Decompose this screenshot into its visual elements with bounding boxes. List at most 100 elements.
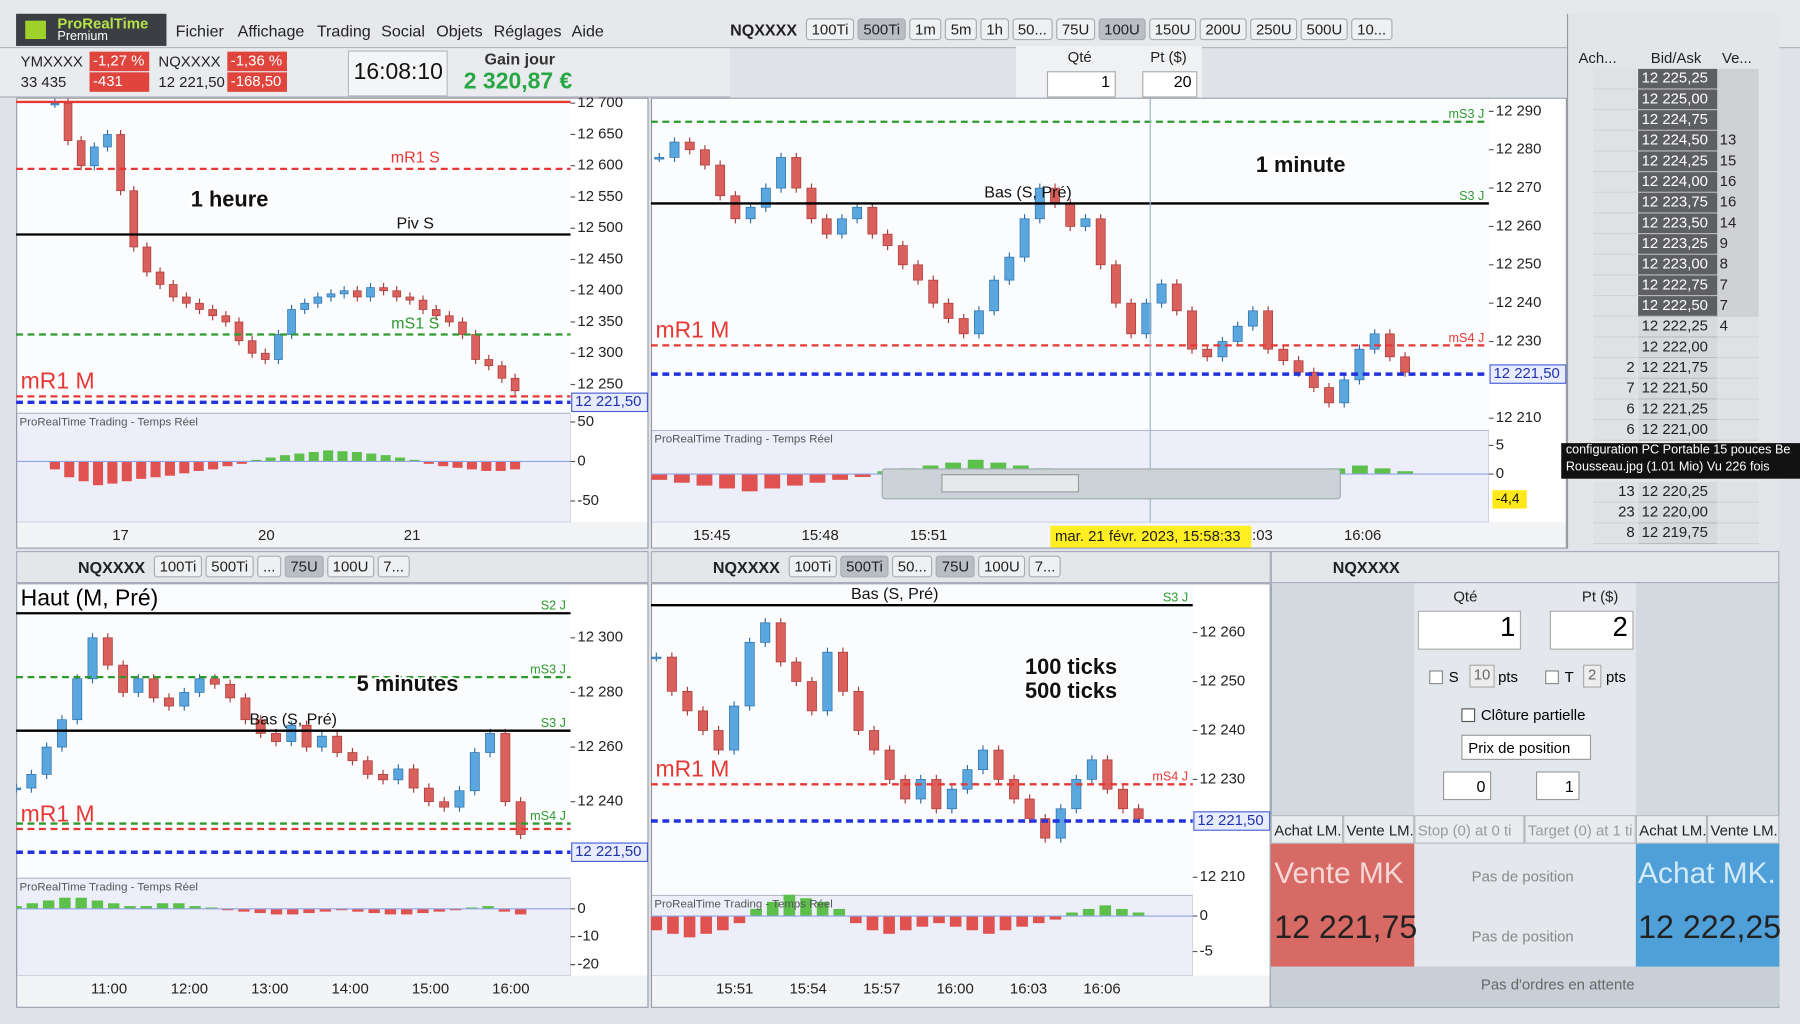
histogram-bar (49, 461, 60, 470)
histogram-bar (750, 908, 762, 917)
candle (730, 195, 741, 220)
menu-item[interactable]: Affichage (237, 21, 305, 41)
book-ach-cell (1593, 213, 1637, 235)
menu-item[interactable]: Aide (571, 21, 604, 41)
timeframe-button[interactable]: 500Ti (205, 555, 254, 578)
timeframe-button[interactable]: 7... (1028, 555, 1062, 578)
histogram-bar (481, 461, 492, 471)
candle (155, 271, 165, 285)
histogram-bar (78, 461, 89, 482)
timeframe-button[interactable]: ... (257, 555, 282, 578)
checkbox[interactable] (1429, 670, 1443, 685)
price-label: 12 221,50 (575, 843, 641, 860)
book-price-cell: 12 223,75 (1638, 192, 1718, 214)
timeframe-button[interactable]: 50... (1012, 18, 1053, 41)
candle (510, 377, 520, 392)
chart[interactable]: 12 300 12 280 12 260 12 240 0 -10 -20 ProRealTi… (16, 583, 649, 1008)
histogram-bar (238, 908, 250, 912)
histogram-bar (651, 474, 668, 480)
chart-label: 1 heure (191, 187, 269, 212)
timeframe-button[interactable]: 100Ti (805, 18, 855, 41)
y-tick-label: -50 (577, 492, 599, 509)
menu-item[interactable]: Social (381, 21, 425, 41)
sell-block[interactable] (1270, 843, 1415, 967)
timeframe-button[interactable]: 100Ti (788, 555, 837, 578)
chart[interactable]: 12 260 12 250 12 240 12 230 12 210 0 -5 ProReal… (650, 583, 1271, 1008)
timeframe-button[interactable]: 75U (936, 555, 975, 578)
candle (654, 157, 665, 160)
histogram-bar (990, 462, 1007, 475)
histogram-bar (673, 474, 690, 483)
timeframe-button[interactable]: 5m (944, 18, 978, 41)
menu-item[interactable]: Trading (316, 21, 371, 41)
checkbox-checked[interactable] (1461, 708, 1476, 723)
stop-value[interactable]: 10 (1469, 664, 1495, 688)
target-value[interactable]: 2 (1583, 664, 1602, 688)
timeframe-button[interactable]: 500Ti (857, 18, 906, 41)
menu-item[interactable]: Fichier (175, 21, 224, 41)
timeframe-button[interactable]: 100U (978, 555, 1026, 578)
timeframe-button[interactable]: 500Ti (840, 555, 889, 578)
chart[interactable]: 12 700 12 650 12 600 12 550 12 500 12 450 12 4… (16, 97, 649, 549)
timeframe-button[interactable]: 1m (909, 18, 942, 41)
timeframe-button[interactable]: 50... (892, 555, 933, 578)
ticker-name[interactable]: NQXXXX (158, 52, 221, 71)
timeframe-button[interactable]: 200U (1199, 18, 1247, 41)
y-tick-label: -10 (577, 928, 599, 945)
pt-input[interactable]: 20 (1142, 71, 1198, 98)
timeframe-button[interactable]: 10... (1351, 18, 1392, 41)
histogram-bar (251, 459, 262, 462)
candle (102, 637, 113, 666)
histogram-bar (287, 908, 299, 915)
symbol-select[interactable]: NQXXXX (712, 557, 780, 577)
ticker-name[interactable]: YMXXXX (20, 52, 83, 71)
timeframe-button[interactable]: 150U (1149, 18, 1197, 41)
checkbox[interactable] (1545, 670, 1559, 685)
candle (50, 102, 60, 106)
symbol-select[interactable]: NQXXXX (1332, 557, 1400, 577)
chart[interactable]: 12 290 12 280 12 270 12 260 12 250 12 240 12 2… (650, 97, 1567, 549)
timeframe-button[interactable]: 500U (1300, 18, 1348, 41)
op-qty-input[interactable]: 1 (1417, 610, 1522, 650)
symbol-select[interactable]: NQXXXX (730, 20, 798, 40)
menu-item[interactable]: Réglages (493, 21, 562, 41)
tooltip-line: configuration PC Portable 15 pouces Be (1561, 443, 1800, 462)
ticker-price: 12 221,50 (158, 73, 225, 91)
x-tick-label: 12:00 (171, 980, 208, 997)
histogram-bar (189, 906, 201, 909)
timeframe-button[interactable]: 100U (1098, 18, 1146, 41)
timeframe-button[interactable]: 7... (377, 555, 410, 578)
op-pt-input[interactable]: 2 (1549, 610, 1634, 650)
x-tick-label: 15:51 (716, 980, 753, 997)
mode-select[interactable]: Prix de position (1461, 734, 1592, 760)
spin-input[interactable]: 0 (1442, 771, 1492, 801)
spin-input[interactable]: 1 (1535, 771, 1580, 801)
menu-item[interactable]: Objets (436, 21, 483, 41)
histogram-bar (121, 461, 132, 482)
candle (993, 749, 1004, 780)
book-price-cell: 12 222,25 (1638, 316, 1718, 338)
timeframe-button[interactable]: 75U (284, 555, 324, 578)
timeframe-button[interactable]: 75U (1056, 18, 1095, 41)
timeframe-button[interactable]: 100U (326, 555, 375, 578)
timeframe-buttons: 100Ti 500Ti 1m 5m 1h 50... 75U 100U 150U 200U 250U… (805, 18, 1396, 41)
buy-block[interactable] (1635, 843, 1780, 967)
histogram-bar (59, 897, 71, 909)
candle (392, 290, 402, 298)
book-ve-cell: 4 (1717, 316, 1759, 338)
histogram-bar (164, 461, 175, 476)
timeframe-button[interactable]: 1h (980, 18, 1009, 41)
histogram-bar (150, 461, 161, 478)
candle (471, 334, 480, 360)
qty-input[interactable]: 1 (1046, 71, 1116, 98)
candle (882, 233, 893, 246)
symbol-select[interactable]: NQXXXX (78, 557, 146, 577)
scrollbar[interactable] (941, 474, 1080, 493)
book-ve-cell (1717, 482, 1759, 503)
timeframe-button[interactable]: 100Ti (153, 555, 203, 578)
timeframe-button[interactable]: 250U (1250, 18, 1298, 41)
y-tick-label: 12 240 (1200, 721, 1246, 738)
level-tag: S2 J (541, 599, 566, 613)
candle (1095, 218, 1106, 266)
candle (958, 318, 969, 335)
